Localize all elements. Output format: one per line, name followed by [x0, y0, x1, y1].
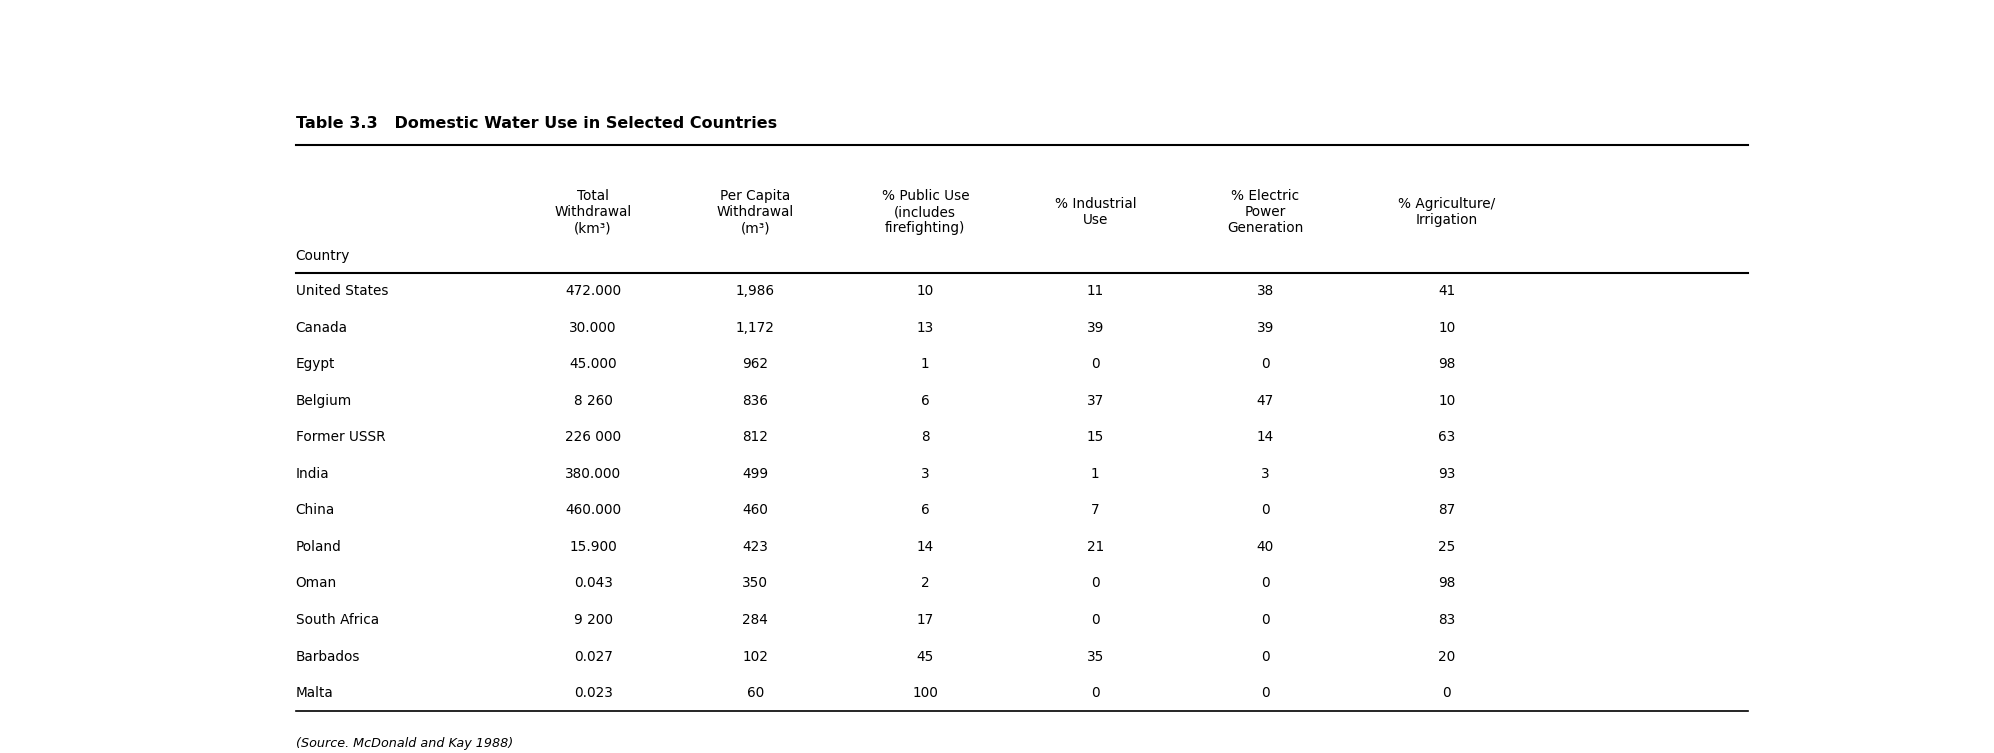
Text: 9 200: 9 200: [574, 613, 612, 627]
Text: 0: 0: [1260, 686, 1270, 700]
Text: (Source. McDonald and Kay 1988): (Source. McDonald and Kay 1988): [295, 737, 512, 751]
Text: 0: 0: [1260, 613, 1270, 627]
Text: 423: 423: [742, 540, 768, 554]
Text: Total
Withdrawal
(km³): Total Withdrawal (km³): [554, 189, 632, 236]
Text: 38: 38: [1256, 285, 1274, 298]
Text: 6: 6: [921, 394, 929, 408]
Text: 460.000: 460.000: [564, 504, 622, 517]
Text: 87: 87: [1438, 504, 1456, 517]
Text: 460: 460: [742, 504, 768, 517]
Text: 98: 98: [1438, 358, 1456, 371]
Text: 60: 60: [746, 686, 764, 700]
Text: 14: 14: [917, 540, 933, 554]
Text: % Agriculture/
Irrigation: % Agriculture/ Irrigation: [1398, 197, 1496, 227]
Text: 35: 35: [1087, 650, 1105, 663]
Text: 380.000: 380.000: [564, 467, 622, 481]
Text: 30.000: 30.000: [570, 321, 616, 335]
Text: 226 000: 226 000: [564, 431, 622, 444]
Text: Barbados: Barbados: [295, 650, 361, 663]
Text: 1: 1: [1091, 467, 1099, 481]
Text: 41: 41: [1438, 285, 1456, 298]
Text: 0: 0: [1260, 504, 1270, 517]
Text: 17: 17: [917, 613, 933, 627]
Text: Table 3.3   Domestic Water Use in Selected Countries: Table 3.3 Domestic Water Use in Selected…: [295, 117, 778, 132]
Text: 93: 93: [1438, 467, 1456, 481]
Text: % Public Use
(includes
firefighting): % Public Use (includes firefighting): [881, 189, 969, 236]
Text: Country: Country: [295, 248, 351, 263]
Text: 962: 962: [742, 358, 768, 371]
Text: 45: 45: [917, 650, 933, 663]
Text: 39: 39: [1256, 321, 1274, 335]
Text: 20: 20: [1438, 650, 1456, 663]
Text: Belgium: Belgium: [295, 394, 351, 408]
Text: 812: 812: [742, 431, 768, 444]
Text: 2: 2: [921, 577, 929, 590]
Text: 102: 102: [742, 650, 768, 663]
Text: 0.027: 0.027: [574, 650, 612, 663]
Text: 0: 0: [1091, 613, 1099, 627]
Text: % Electric
Power
Generation: % Electric Power Generation: [1226, 189, 1304, 236]
Text: 0.023: 0.023: [574, 686, 612, 700]
Text: Per Capita
Withdrawal
(m³): Per Capita Withdrawal (m³): [716, 189, 794, 236]
Text: 15: 15: [1087, 431, 1105, 444]
Text: 472.000: 472.000: [564, 285, 622, 298]
Text: 7: 7: [1091, 504, 1099, 517]
Text: Egypt: Egypt: [295, 358, 335, 371]
Text: 1,172: 1,172: [736, 321, 776, 335]
Text: 25: 25: [1438, 540, 1456, 554]
Text: 0: 0: [1260, 577, 1270, 590]
Text: 0: 0: [1091, 577, 1099, 590]
Text: 40: 40: [1256, 540, 1274, 554]
Text: Poland: Poland: [295, 540, 341, 554]
Text: South Africa: South Africa: [295, 613, 379, 627]
Text: 499: 499: [742, 467, 768, 481]
Text: 836: 836: [742, 394, 768, 408]
Text: 63: 63: [1438, 431, 1456, 444]
Text: 47: 47: [1256, 394, 1274, 408]
Text: 8 260: 8 260: [574, 394, 612, 408]
Text: 10: 10: [1438, 321, 1456, 335]
Text: 0: 0: [1260, 358, 1270, 371]
Text: 100: 100: [913, 686, 939, 700]
Text: 37: 37: [1087, 394, 1105, 408]
Text: Canada: Canada: [295, 321, 347, 335]
Text: Malta: Malta: [295, 686, 333, 700]
Text: India: India: [295, 467, 329, 481]
Text: 98: 98: [1438, 577, 1456, 590]
Text: 10: 10: [917, 285, 933, 298]
Text: United States: United States: [295, 285, 389, 298]
Text: 1,986: 1,986: [736, 285, 776, 298]
Text: 0: 0: [1091, 358, 1099, 371]
Text: 284: 284: [742, 613, 768, 627]
Text: 10: 10: [1438, 394, 1456, 408]
Text: 3: 3: [1260, 467, 1270, 481]
Text: 0: 0: [1442, 686, 1452, 700]
Text: 6: 6: [921, 504, 929, 517]
Text: 0: 0: [1260, 650, 1270, 663]
Text: 0: 0: [1091, 686, 1099, 700]
Text: 39: 39: [1087, 321, 1105, 335]
Text: 0.043: 0.043: [574, 577, 612, 590]
Text: Oman: Oman: [295, 577, 337, 590]
Text: Former USSR: Former USSR: [295, 431, 385, 444]
Text: 21: 21: [1087, 540, 1105, 554]
Text: 8: 8: [921, 431, 929, 444]
Text: 83: 83: [1438, 613, 1456, 627]
Text: China: China: [295, 504, 335, 517]
Text: 15.900: 15.900: [568, 540, 616, 554]
Text: 14: 14: [1256, 431, 1274, 444]
Text: 13: 13: [917, 321, 933, 335]
Text: 1: 1: [921, 358, 929, 371]
Text: % Industrial
Use: % Industrial Use: [1055, 197, 1137, 227]
Text: 45.000: 45.000: [568, 358, 616, 371]
Text: 3: 3: [921, 467, 929, 481]
Text: 350: 350: [742, 577, 768, 590]
Text: 11: 11: [1087, 285, 1105, 298]
